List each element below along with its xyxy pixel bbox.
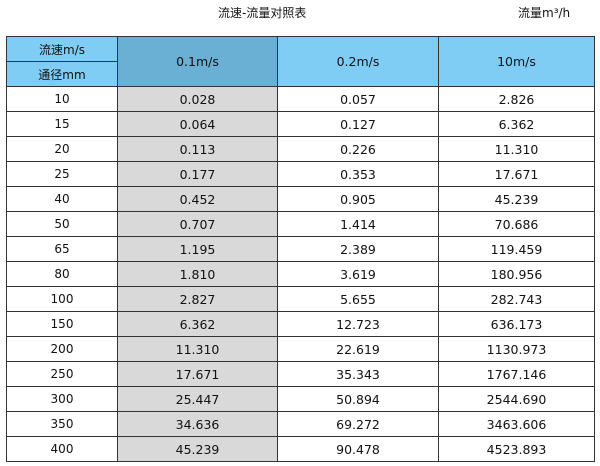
flow-cell: 1.195 <box>117 236 278 262</box>
diameter-cell: 350 <box>6 411 118 437</box>
flow-cell: 0.028 <box>117 86 278 112</box>
flow-cell: 3463.606 <box>438 411 595 437</box>
flow-cell: 0.226 <box>277 136 439 162</box>
flow-cell: 12.723 <box>277 311 439 337</box>
diameter-cell: 10 <box>6 86 118 112</box>
diameter-cell: 80 <box>6 261 118 287</box>
diameter-cell: 25 <box>6 161 118 187</box>
flow-cell: 25.447 <box>117 386 278 412</box>
column-header: 10m/s <box>438 36 595 87</box>
flow-cell: 35.343 <box>277 361 439 387</box>
flow-cell: 119.459 <box>438 236 595 262</box>
flow-cell: 0.905 <box>277 186 439 212</box>
flow-cell: 5.655 <box>277 286 439 312</box>
flow-cell: 0.452 <box>117 186 278 212</box>
flow-cell: 282.743 <box>438 286 595 312</box>
flow-cell: 2.826 <box>438 86 595 112</box>
table-row: 80 1.810 3.619 180.956 <box>6 261 595 287</box>
flow-cell: 0.064 <box>117 111 278 137</box>
flow-cell: 1.414 <box>277 211 439 237</box>
diameter-cell: 250 <box>6 361 118 387</box>
velocity-header: 流速m/s <box>6 36 118 62</box>
flow-cell: 17.671 <box>438 161 595 187</box>
unit-label: 流量m³/h <box>518 6 571 20</box>
table-row: 15 0.064 0.127 6.362 <box>6 111 595 137</box>
flow-cell: 0.177 <box>117 161 278 187</box>
table-row: 200 11.310 22.619 1130.973 <box>6 336 595 362</box>
table-row: 20 0.113 0.226 11.310 <box>6 136 595 162</box>
diameter-cell: 50 <box>6 211 118 237</box>
diameter-cell: 150 <box>6 311 118 337</box>
diameter-cell: 65 <box>6 236 118 262</box>
flow-cell: 4523.893 <box>438 436 595 462</box>
table-row: 300 25.447 50.894 2544.690 <box>6 386 595 412</box>
table-row: 400 45.239 90.478 4523.893 <box>6 436 595 462</box>
column-header: 0.1m/s <box>117 36 278 87</box>
diameter-cell: 100 <box>6 286 118 312</box>
table-row: 65 1.195 2.389 119.459 <box>6 236 595 262</box>
flow-cell: 11.310 <box>117 336 278 362</box>
flow-cell: 0.113 <box>117 136 278 162</box>
flow-cell: 1.810 <box>117 261 278 287</box>
flow-cell: 2.389 <box>277 236 439 262</box>
table-row: 25 0.177 0.353 17.671 <box>6 161 595 187</box>
table-row: 100 2.827 5.655 282.743 <box>6 286 595 312</box>
flow-cell: 180.956 <box>438 261 595 287</box>
flow-cell: 2.827 <box>117 286 278 312</box>
flow-cell: 50.894 <box>277 386 439 412</box>
flow-cell: 45.239 <box>117 436 278 462</box>
flow-cell: 17.671 <box>117 361 278 387</box>
flow-cell: 90.478 <box>277 436 439 462</box>
diameter-cell: 20 <box>6 136 118 162</box>
diameter-cell: 200 <box>6 336 118 362</box>
flow-cell: 0.057 <box>277 86 439 112</box>
flow-cell: 636.173 <box>438 311 595 337</box>
flow-cell: 6.362 <box>117 311 278 337</box>
flow-cell: 0.353 <box>277 161 439 187</box>
flow-cell: 11.310 <box>438 136 595 162</box>
table-row: 150 6.362 12.723 636.173 <box>6 311 595 337</box>
table-row: 50 0.707 1.414 70.686 <box>6 211 595 237</box>
flow-cell: 0.707 <box>117 211 278 237</box>
flow-cell: 2544.690 <box>438 386 595 412</box>
diameter-cell: 15 <box>6 111 118 137</box>
table-row: 10 0.028 0.057 2.826 <box>6 86 595 112</box>
diameter-header: 通径mm <box>6 61 118 87</box>
table-row: 250 17.671 35.343 1767.146 <box>6 361 595 387</box>
column-header: 0.2m/s <box>277 36 439 87</box>
flow-cell: 3.619 <box>277 261 439 287</box>
flow-cell: 1767.146 <box>438 361 595 387</box>
flow-cell: 0.127 <box>277 111 439 137</box>
table-row: 40 0.452 0.905 45.239 <box>6 186 595 212</box>
table-row: 350 34.636 69.272 3463.606 <box>6 411 595 437</box>
flow-cell: 69.272 <box>277 411 439 437</box>
flow-cell: 22.619 <box>277 336 439 362</box>
diameter-cell: 400 <box>6 436 118 462</box>
flow-cell: 6.362 <box>438 111 595 137</box>
flow-cell: 45.239 <box>438 186 595 212</box>
diameter-cell: 40 <box>6 186 118 212</box>
flow-cell: 70.686 <box>438 211 595 237</box>
table-title: 流速-流量对照表 <box>218 6 307 20</box>
flow-cell: 34.636 <box>117 411 278 437</box>
flow-cell: 1130.973 <box>438 336 595 362</box>
diameter-cell: 300 <box>6 386 118 412</box>
flow-table: 流速m/s 0.1m/s 0.2m/s 10m/s 通径mm 10 0.028 0.… <box>6 36 595 462</box>
